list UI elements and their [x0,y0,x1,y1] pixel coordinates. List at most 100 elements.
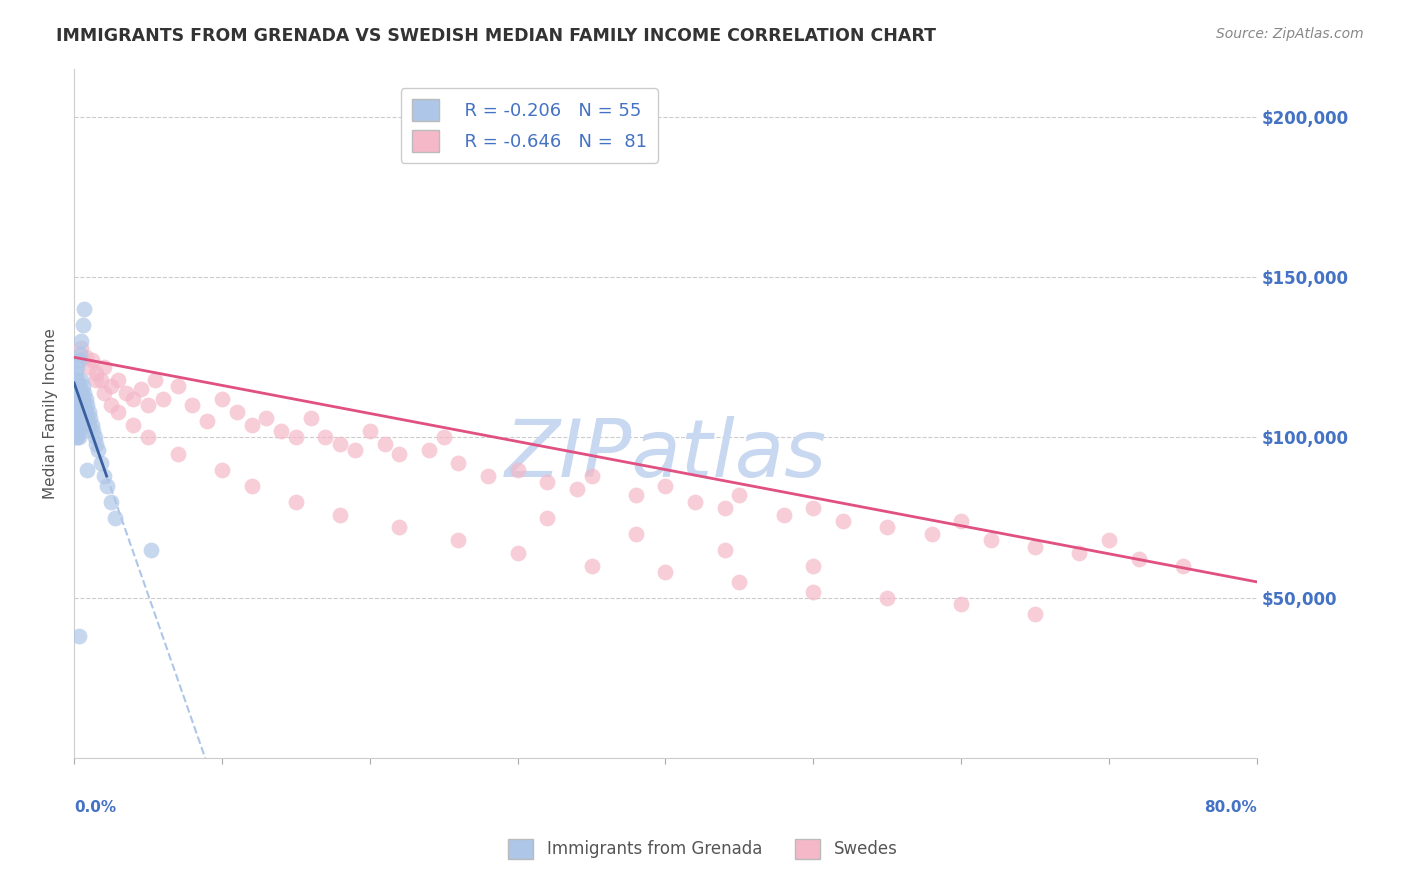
Point [72,405,94,419]
Point [77,405,100,419]
Point [728,574,751,589]
Point [136,398,159,412]
Point [70,341,93,355]
Point [950,514,973,528]
Point [1024,540,1046,554]
Point [70,417,93,432]
Point [343,443,366,458]
Point [284,430,307,444]
Point [67,417,90,432]
Text: ZIPatlas: ZIPatlas [505,416,827,494]
Point [115,385,138,400]
Text: 0.0%: 0.0% [75,800,117,814]
Point [72,379,94,393]
Point [447,456,470,470]
Point [104,510,127,524]
Point [66,405,89,419]
Point [136,430,159,444]
Point [76,411,98,425]
Point [75,392,97,406]
Point [270,424,292,438]
Point [93,385,115,400]
Point [876,520,898,534]
Point [374,437,396,451]
Point [240,417,263,432]
Point [388,446,411,460]
Point [801,584,824,599]
Point [1098,533,1121,548]
Point [536,475,558,490]
Point [80,417,103,432]
Point [66,373,89,387]
Point [433,430,456,444]
Point [70,373,93,387]
Point [624,526,647,541]
Point [581,558,603,573]
Point [166,379,188,393]
Point [831,514,853,528]
Point [506,546,529,560]
Point [329,508,352,522]
Point [76,398,98,412]
Point [83,430,105,444]
Point [950,598,973,612]
Point [107,373,129,387]
Point [72,318,94,333]
Point [69,411,91,425]
Point [65,383,87,397]
Point [801,501,824,516]
Point [388,520,411,534]
Point [73,411,96,425]
Legend: Immigrants from Grenada, Swedes: Immigrants from Grenada, Swedes [502,832,904,866]
Point [284,494,307,508]
Point [75,405,97,419]
Point [65,367,87,381]
Point [66,430,89,444]
Point [876,591,898,605]
Point [76,462,98,476]
Point [713,542,735,557]
Point [84,373,107,387]
Point [152,392,174,406]
Point [77,417,100,432]
Point [122,417,145,432]
Point [772,508,794,522]
Point [211,462,233,476]
Point [73,398,96,412]
Point [73,302,96,317]
Point [67,405,90,419]
Point [107,405,129,419]
Point [129,383,152,397]
Point [1069,546,1091,560]
Point [67,629,90,643]
Point [93,359,115,374]
Point [166,446,188,460]
Point [65,430,87,444]
Point [145,373,167,387]
Point [100,494,122,508]
Point [75,351,97,365]
Point [624,488,647,502]
Point [713,501,735,516]
Point [70,334,93,349]
Point [139,542,162,557]
Text: 80.0%: 80.0% [1204,800,1257,814]
Point [359,424,381,438]
Point [314,430,336,444]
Point [67,353,90,368]
Point [79,411,101,425]
Point [70,385,93,400]
Point [72,392,94,406]
Point [1128,552,1150,566]
Point [65,398,87,412]
Point [66,392,89,406]
Point [73,385,96,400]
Point [683,494,706,508]
Point [506,462,529,476]
Point [447,533,470,548]
Y-axis label: Median Family Income: Median Family Income [44,328,58,499]
Legend:   R = -0.206   N = 55,   R = -0.646   N =  81: R = -0.206 N = 55, R = -0.646 N = 81 [401,88,658,162]
Point [67,392,90,406]
Point [418,443,440,458]
Point [90,456,112,470]
